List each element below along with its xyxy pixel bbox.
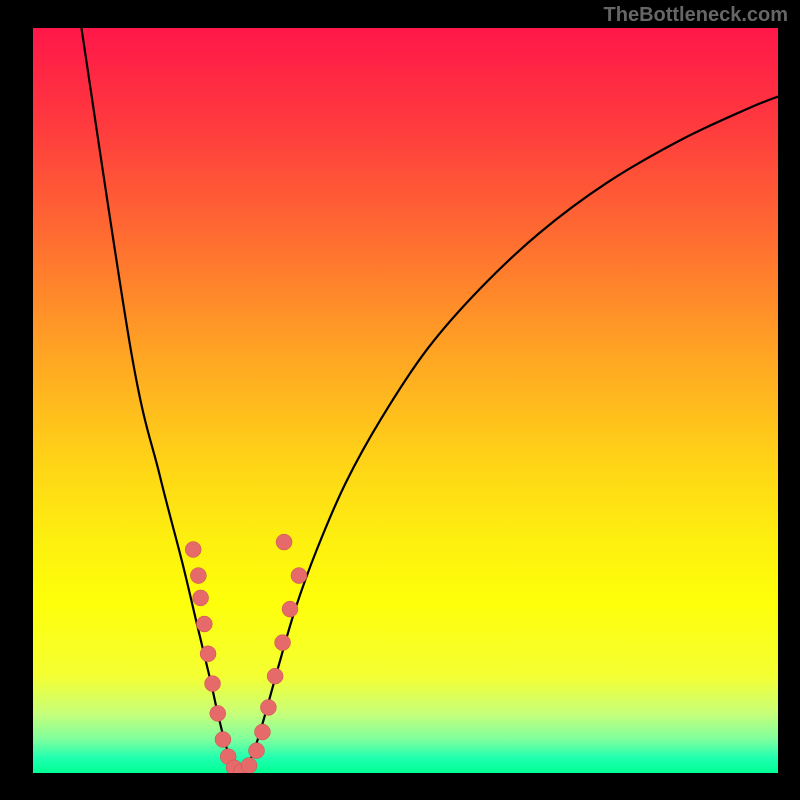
data-marker [275,635,291,651]
data-marker [193,590,209,606]
data-marker [200,646,216,662]
data-marker [205,676,221,692]
data-marker [190,568,206,584]
data-marker [196,616,212,632]
chart-svg [33,28,778,773]
data-marker [215,731,231,747]
data-marker [260,699,276,715]
data-marker [210,705,226,721]
chart-plot-area [33,28,778,773]
data-marker [249,743,265,759]
data-marker [241,758,257,773]
watermark-text: TheBottleneck.com [604,4,788,27]
data-marker [185,542,201,558]
data-marker [276,534,292,550]
data-marker [267,668,283,684]
data-marker [291,568,307,584]
chart-background [33,28,778,773]
data-marker [282,601,298,617]
data-marker [254,724,270,740]
